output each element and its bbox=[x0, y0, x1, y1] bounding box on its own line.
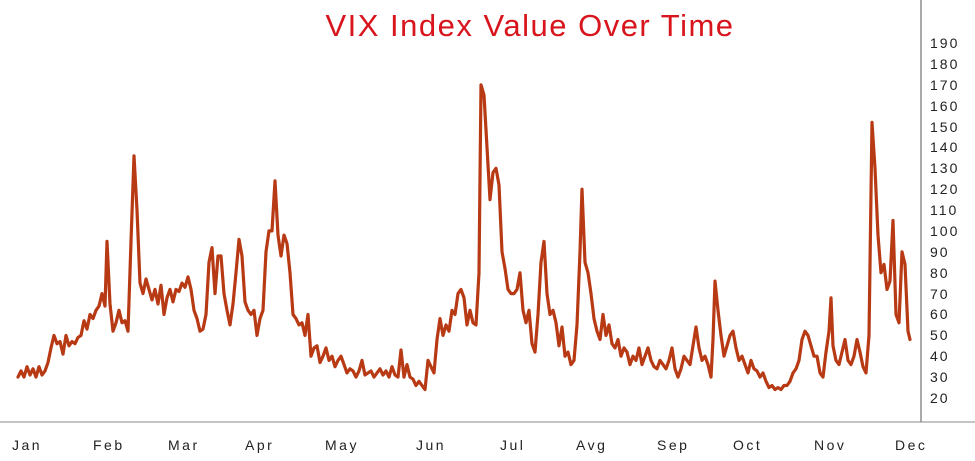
y-tick-label: 110 bbox=[930, 202, 959, 219]
x-tick-label: Jun bbox=[416, 437, 447, 453]
y-tick-label: 190 bbox=[930, 35, 960, 51]
x-tick-label: Apr bbox=[245, 437, 275, 453]
y-tick-label: 50 bbox=[930, 327, 950, 344]
x-tick-label: Sep bbox=[657, 437, 690, 453]
y-tick-label: 100 bbox=[930, 222, 960, 239]
y-tick-label: 70 bbox=[930, 285, 950, 302]
chart-title: VIX Index Value Over Time bbox=[325, 8, 735, 43]
y-tick-label: 160 bbox=[930, 97, 960, 114]
y-tick-label: 80 bbox=[930, 264, 950, 281]
y-tick-label: 40 bbox=[930, 348, 950, 365]
x-tick-label: May bbox=[325, 437, 359, 453]
x-tick-label: Jul bbox=[500, 437, 526, 453]
y-tick-label: 140 bbox=[930, 139, 960, 156]
y-tick-label: 60 bbox=[930, 306, 950, 323]
x-tick-label: Jan bbox=[12, 437, 43, 453]
y-tick-label: 30 bbox=[930, 369, 950, 386]
x-tick-label: Nov bbox=[814, 437, 847, 453]
x-tick-label: Mar bbox=[168, 437, 200, 453]
y-tick-label: 120 bbox=[930, 181, 960, 198]
y-tick-label: 170 bbox=[930, 76, 960, 93]
x-tick-label: Oct bbox=[733, 437, 763, 453]
vix-line-series bbox=[16, 83, 912, 392]
x-tick-label: Avg bbox=[576, 437, 608, 453]
x-tick-label: Dec bbox=[895, 437, 928, 453]
y-tick-label: 130 bbox=[930, 160, 960, 177]
y-tick-label: 180 bbox=[930, 55, 960, 72]
y-tick-label: 90 bbox=[930, 243, 950, 260]
y-tick-label: 20 bbox=[930, 390, 950, 406]
y-tick-label: 150 bbox=[930, 118, 960, 135]
x-tick-label: Feb bbox=[93, 437, 125, 453]
